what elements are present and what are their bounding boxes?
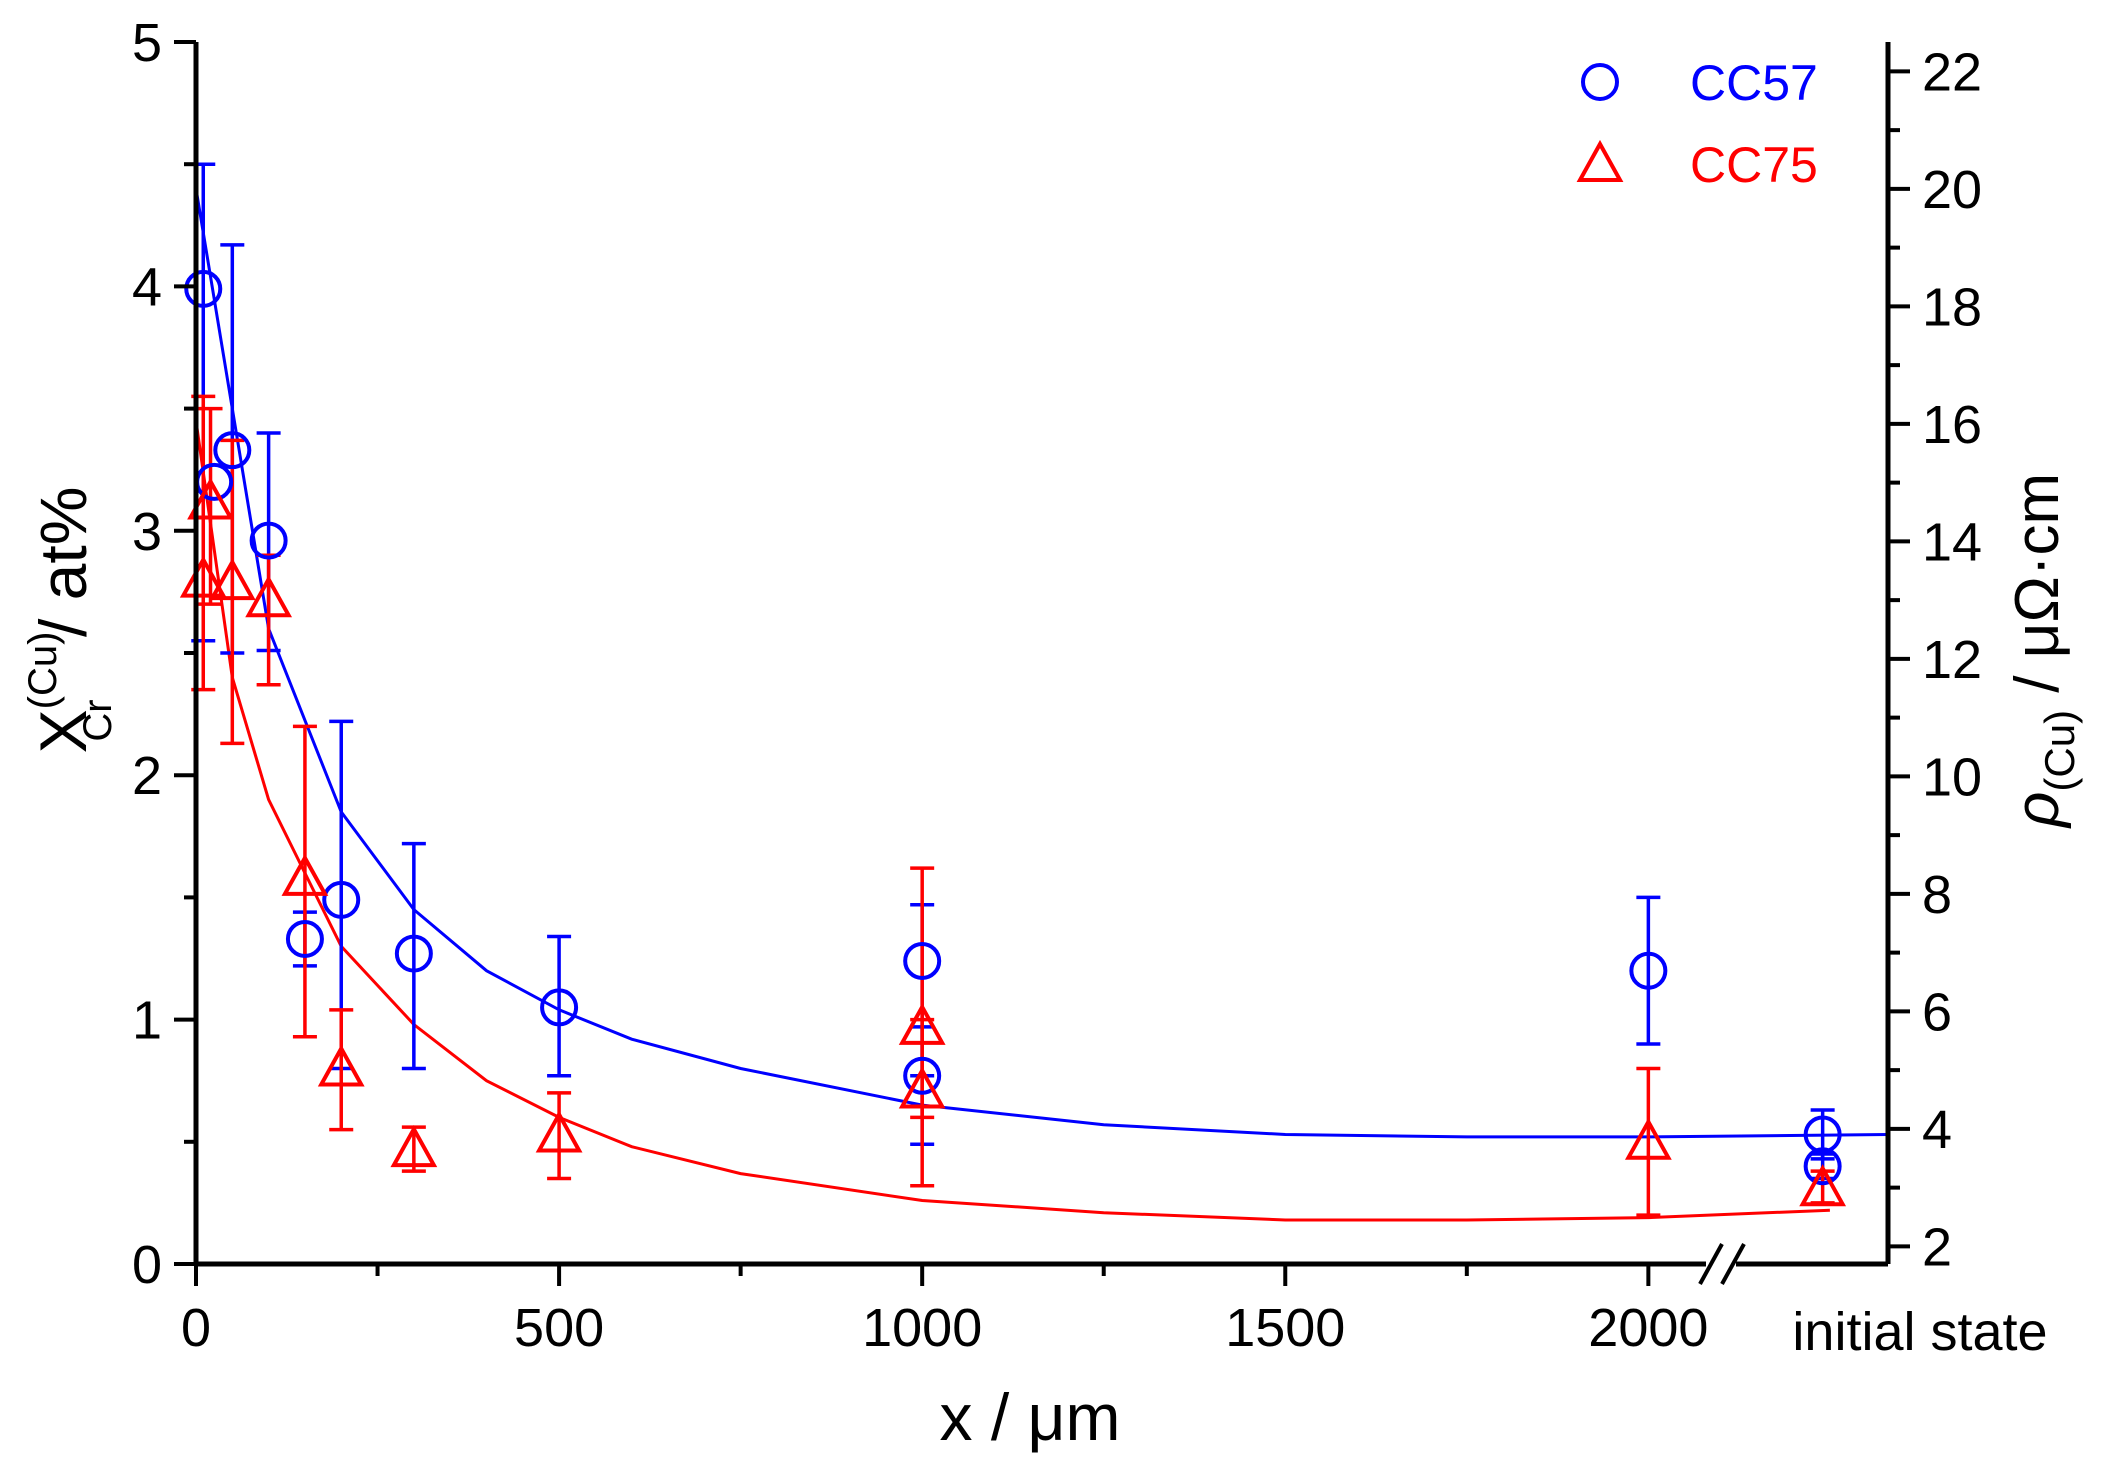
data-point-cc75	[390, 1125, 438, 1168]
data-point-cc57	[903, 941, 942, 980]
data-point-cc75	[245, 575, 293, 618]
data-point-cc75	[281, 853, 329, 896]
data-point-cc75	[187, 477, 234, 520]
data-markers	[179, 269, 1847, 1207]
data-point-cc57	[1629, 951, 1668, 990]
data-point-cc75	[898, 1002, 946, 1045]
data-point-cc57	[1803, 1147, 1842, 1186]
legend: CC57 CC75	[1576, 55, 1818, 193]
x-break-label: initial state	[1792, 1302, 2047, 1362]
y-axis-title-suffix: / at%	[26, 487, 100, 656]
x-tick-label: 1000	[862, 1298, 982, 1358]
y-tick-label: 1	[132, 991, 162, 1051]
data-point-cc57	[249, 521, 288, 560]
data-point-cc75	[898, 1066, 946, 1109]
y2-axis-title: ρ(Cu) / μΩ·cm	[2003, 473, 2083, 829]
fit-line-cc57	[196, 188, 1888, 1139]
legend-label-cc57: CC57	[1690, 55, 1818, 111]
y-axis-title-superscript: (Cu)	[21, 632, 65, 710]
data-point-cc75	[208, 558, 256, 601]
data-point-cc57	[540, 988, 579, 1027]
y2-tick-label: 20	[1922, 160, 1982, 220]
y-axis-title-subscript: Cr	[76, 699, 120, 741]
x-tick-label: 2000	[1588, 1298, 1708, 1358]
legend-marker-cc75	[1576, 139, 1624, 182]
data-point-cc75	[1624, 1117, 1672, 1160]
y2-axis-title-main: ρ	[2003, 792, 2072, 830]
y2-tick-label: 22	[1922, 42, 1982, 102]
y-axis-title: X(Cu) Cr / at%	[21, 487, 120, 754]
axis-break	[1698, 1243, 1746, 1285]
data-point-cc57	[1803, 1115, 1842, 1154]
y2-tick-label: 2	[1922, 1217, 1952, 1277]
data-point-cc75	[317, 1044, 365, 1087]
data-point-cc57	[184, 269, 223, 308]
legend-marker-cc57	[1581, 63, 1619, 101]
data-point-cc57	[322, 880, 361, 919]
data-point-cc57	[903, 1056, 942, 1095]
y2-tick-label: 16	[1922, 395, 1982, 455]
y2-tick-label: 12	[1922, 630, 1982, 690]
y-tick-label: 2	[132, 746, 162, 806]
data-point-cc75	[179, 555, 227, 598]
y2-axis-title-suffix: / μΩ·cm	[2003, 473, 2072, 710]
error-bars	[191, 162, 1835, 1217]
x-tick-label: 1500	[1225, 1298, 1345, 1358]
y2-tick-label: 14	[1922, 512, 1982, 572]
data-point-cc75	[1799, 1164, 1847, 1207]
data-point-cc57	[213, 431, 252, 470]
y2-tick-label: 8	[1922, 865, 1952, 925]
fit-curves	[196, 188, 1888, 1222]
y2-axis-title-subscript: (Cu)	[2036, 710, 2083, 792]
y-axis-title-main: X	[26, 709, 100, 753]
axis-break-mark	[1698, 1243, 1724, 1285]
fit-line-cc75	[196, 420, 1830, 1222]
y2-tick-label: 6	[1922, 982, 1952, 1042]
x-tick-label: 0	[181, 1298, 211, 1358]
y-tick-label: 5	[132, 13, 162, 73]
x-tick-label: 500	[514, 1298, 604, 1358]
x-axis-title: x / μm	[939, 1380, 1120, 1454]
y-tick-label: 3	[132, 502, 162, 562]
data-point-cc75	[535, 1110, 583, 1153]
data-point-cc57	[285, 919, 324, 958]
legend-label-cc75: CC75	[1690, 137, 1818, 193]
y2-tick-label: 10	[1922, 747, 1982, 807]
axes	[193, 42, 1891, 1267]
y-tick-label: 0	[132, 1235, 162, 1295]
data-point-cc57	[394, 934, 433, 973]
y-tick-label: 4	[132, 257, 162, 317]
axis-break-mark	[1720, 1243, 1746, 1285]
y2-tick-label: 18	[1922, 277, 1982, 337]
y2-tick-label: 4	[1922, 1100, 1952, 1160]
